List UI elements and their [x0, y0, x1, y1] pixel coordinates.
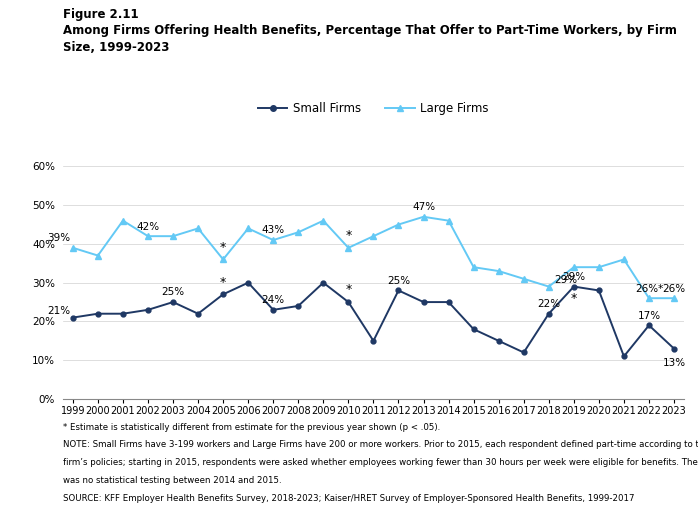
Text: Among Firms Offering Health Benefits, Percentage That Offer to Part-Time Workers: Among Firms Offering Health Benefits, Pe… [63, 24, 676, 37]
Text: *: * [571, 292, 577, 306]
Text: *: * [220, 240, 226, 254]
Text: 29%: 29% [554, 275, 577, 285]
Text: NOTE: Small Firms have 3-199 workers and Large Firms have 200 or more workers. P: NOTE: Small Firms have 3-199 workers and… [63, 440, 698, 449]
Text: 47%: 47% [412, 202, 435, 212]
Text: 21%: 21% [47, 306, 70, 316]
Text: 25%: 25% [387, 276, 410, 286]
Text: 22%: 22% [537, 299, 560, 309]
Text: 39%: 39% [47, 233, 70, 243]
Text: SOURCE: KFF Employer Health Benefits Survey, 2018-2023; Kaiser/HRET Survey of Em: SOURCE: KFF Employer Health Benefits Sur… [63, 494, 634, 503]
Text: *: * [346, 284, 352, 296]
Text: * Estimate is statistically different from estimate for the previous year shown : * Estimate is statistically different fr… [63, 423, 440, 432]
Text: 24%: 24% [262, 295, 285, 305]
Text: 42%: 42% [136, 222, 160, 232]
Text: 17%: 17% [637, 311, 660, 321]
Text: Figure 2.11: Figure 2.11 [63, 8, 138, 21]
Text: 26%: 26% [662, 284, 685, 293]
Text: 29%: 29% [563, 272, 586, 282]
Text: 25%: 25% [161, 287, 184, 298]
Text: Size, 1999-2023: Size, 1999-2023 [63, 41, 169, 54]
Text: was no statistical testing between 2014 and 2015.: was no statistical testing between 2014 … [63, 476, 281, 485]
Text: 26%*: 26%* [635, 284, 663, 293]
Legend: Small Firms, Large Firms: Small Firms, Large Firms [253, 98, 493, 120]
Text: 13%: 13% [662, 358, 685, 369]
Text: 43%: 43% [262, 225, 285, 235]
Text: *: * [220, 276, 226, 289]
Text: *: * [346, 229, 352, 242]
Text: firm’s policies; starting in 2015, respondents were asked whether employees work: firm’s policies; starting in 2015, respo… [63, 458, 698, 467]
